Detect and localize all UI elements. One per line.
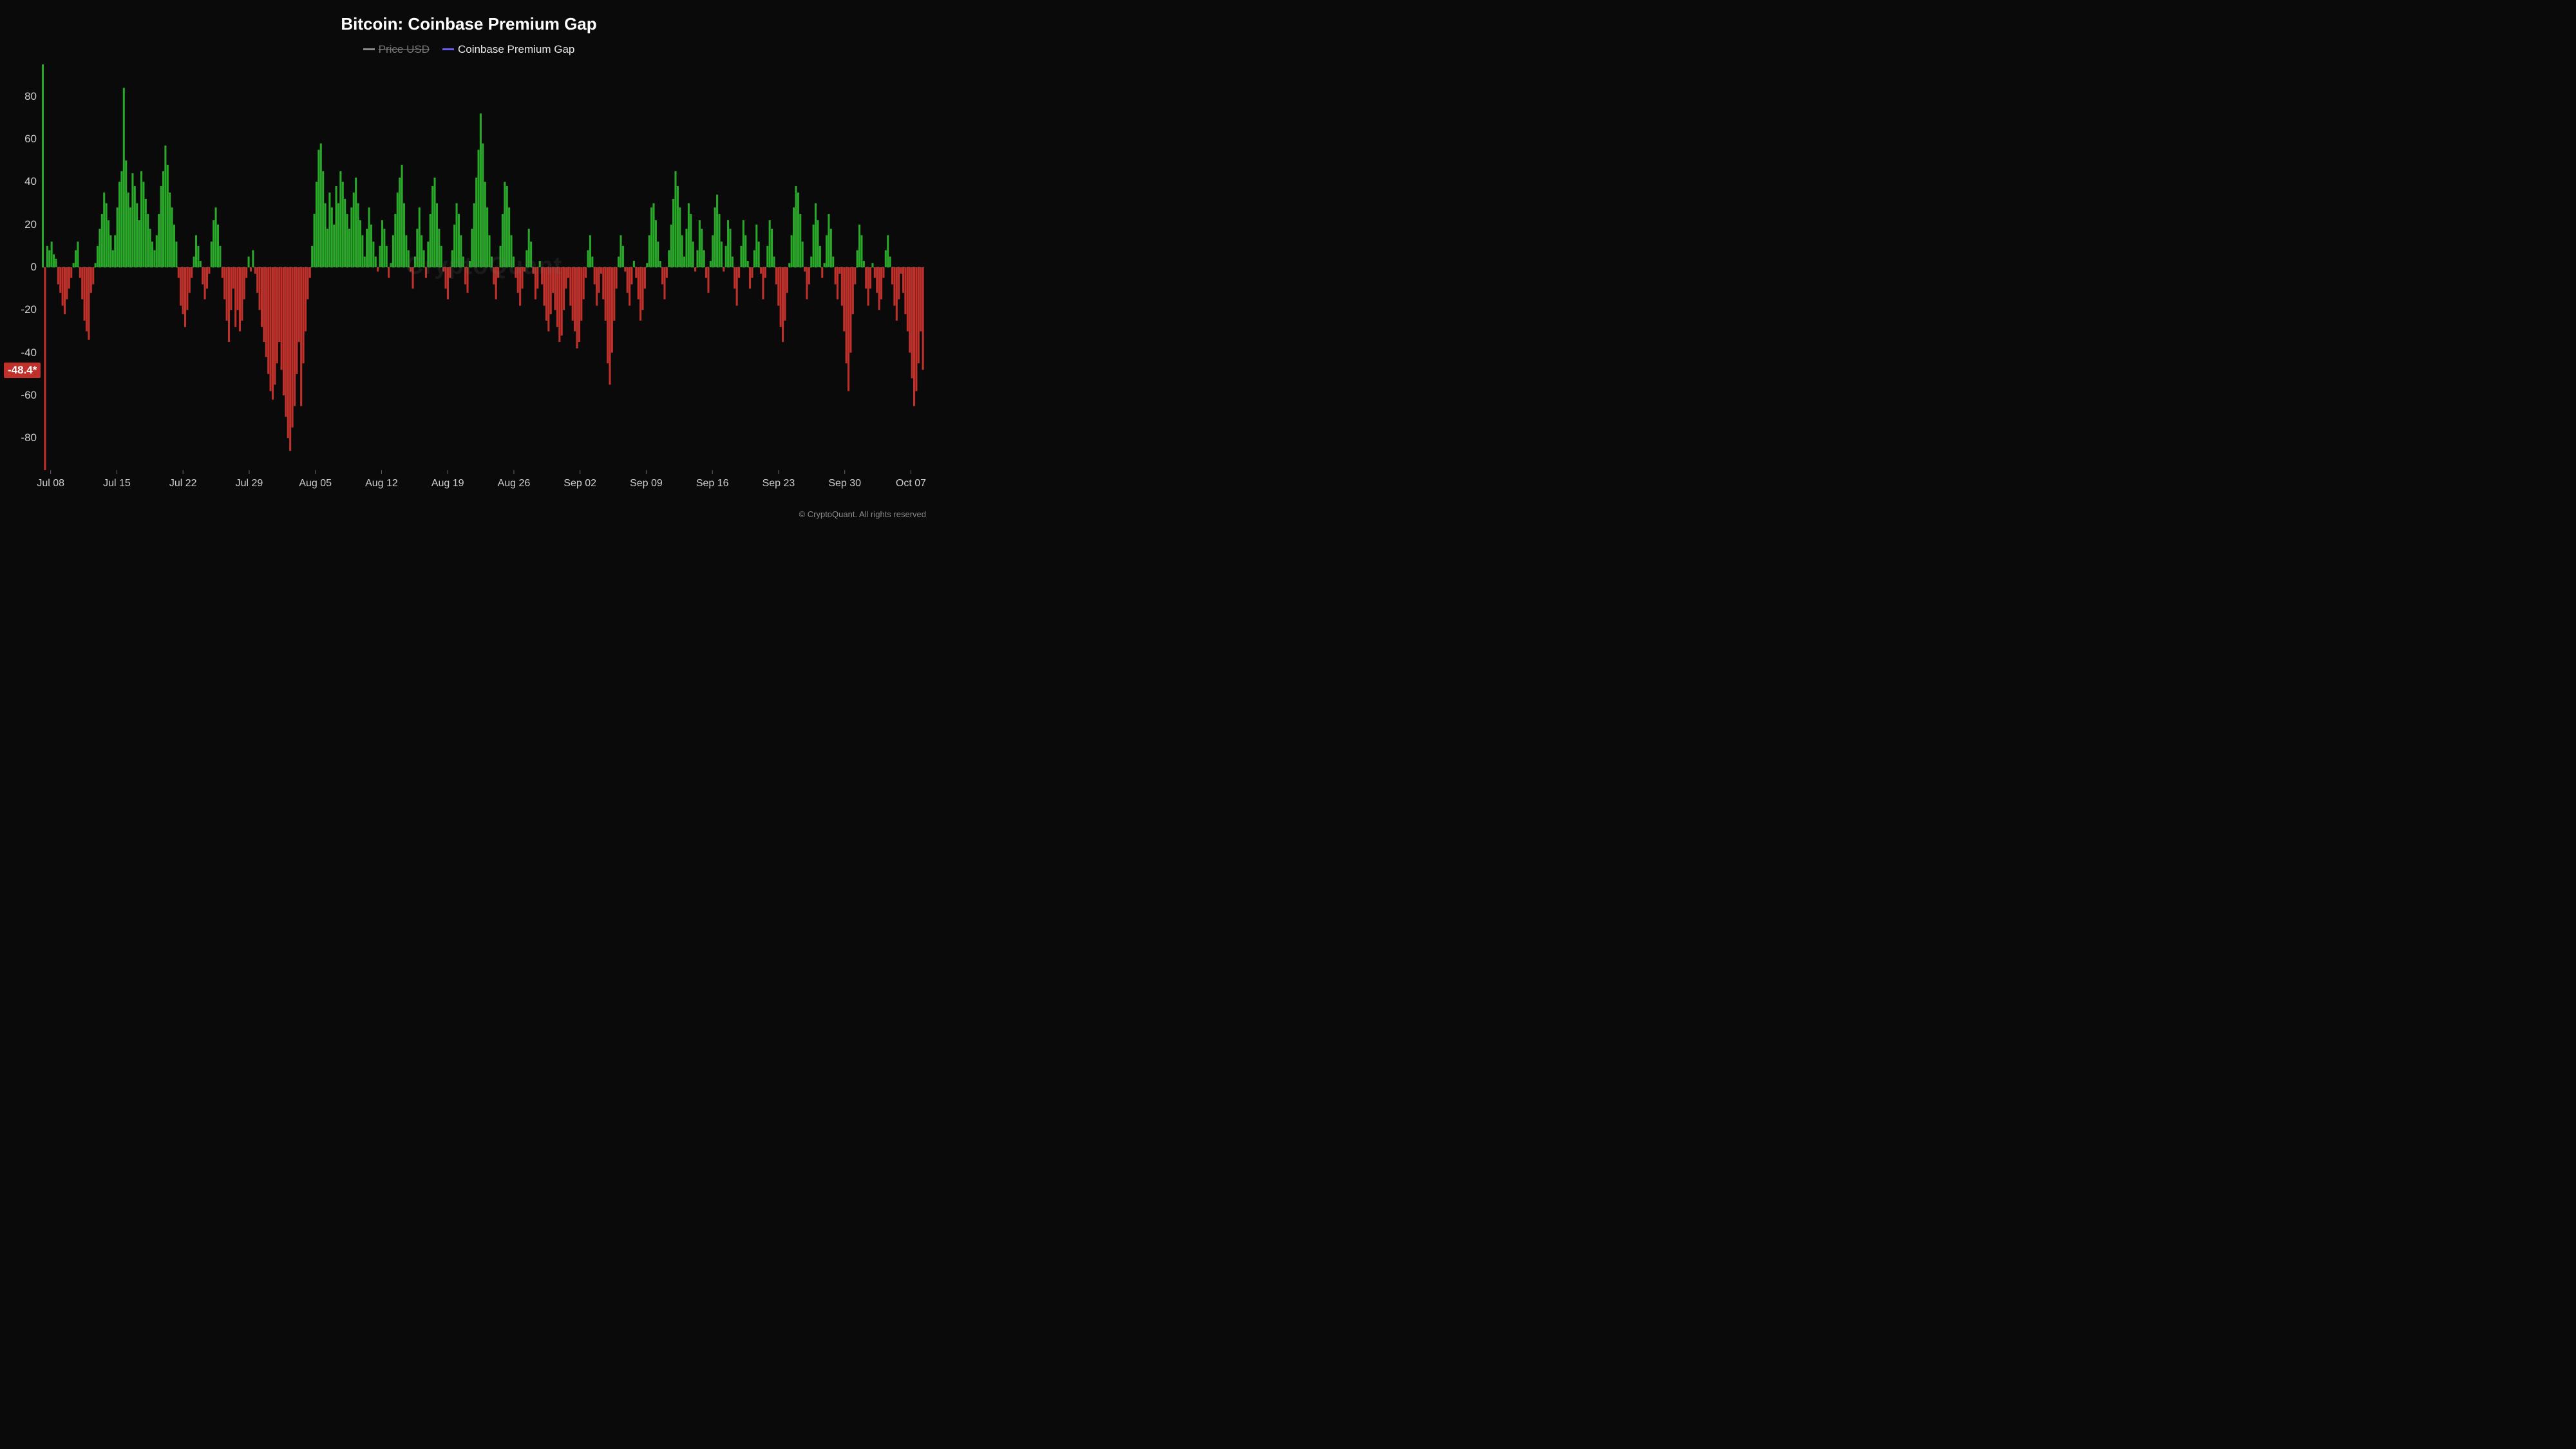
last-value-badge: -48.4*: [4, 363, 41, 378]
y-tick-label: 60: [5, 133, 37, 146]
x-tick-label: Sep 02: [564, 478, 596, 489]
legend-label: Price USD: [379, 43, 430, 56]
x-tick-label: Jul 29: [236, 478, 263, 489]
x-tick-label: Jul 22: [169, 478, 197, 489]
y-tick-label: 0: [5, 261, 37, 274]
chart-legend: Price USD Coinbase Premium Gap: [0, 41, 938, 56]
legend-item[interactable]: Price USD: [363, 43, 430, 56]
x-tick-label: Oct 07: [896, 478, 926, 489]
chart-title: Bitcoin: Coinbase Premium Gap: [0, 0, 938, 34]
x-tick-label: Sep 16: [696, 478, 729, 489]
x-tick-label: Aug 19: [431, 478, 464, 489]
y-tick-label: -20: [5, 303, 37, 316]
y-tick-label: 20: [5, 218, 37, 231]
x-tick-label: Aug 26: [498, 478, 531, 489]
plot-svg: [42, 64, 924, 475]
y-tick-label: -60: [5, 389, 37, 402]
x-tick-label: Sep 23: [762, 478, 795, 489]
x-tick-label: Sep 30: [828, 478, 861, 489]
attribution-text: © CryptoQuant. All rights reserved: [799, 509, 926, 519]
x-tick-label: Jul 08: [37, 478, 64, 489]
legend-item[interactable]: Coinbase Premium Gap: [442, 43, 574, 56]
y-tick-label: 40: [5, 175, 37, 188]
x-tick-label: Aug 05: [299, 478, 332, 489]
x-tick-label: Aug 12: [365, 478, 398, 489]
y-tick-label: -40: [5, 346, 37, 359]
legend-swatch: [442, 48, 454, 50]
x-tick-label: Sep 09: [630, 478, 663, 489]
y-tick-label: -80: [5, 431, 37, 444]
legend-label: Coinbase Premium Gap: [458, 43, 574, 56]
y-tick-label: 80: [5, 90, 37, 103]
x-tick-label: Jul 15: [103, 478, 131, 489]
plot-area: CryptoQuant: [42, 64, 924, 470]
legend-swatch: [363, 48, 375, 50]
